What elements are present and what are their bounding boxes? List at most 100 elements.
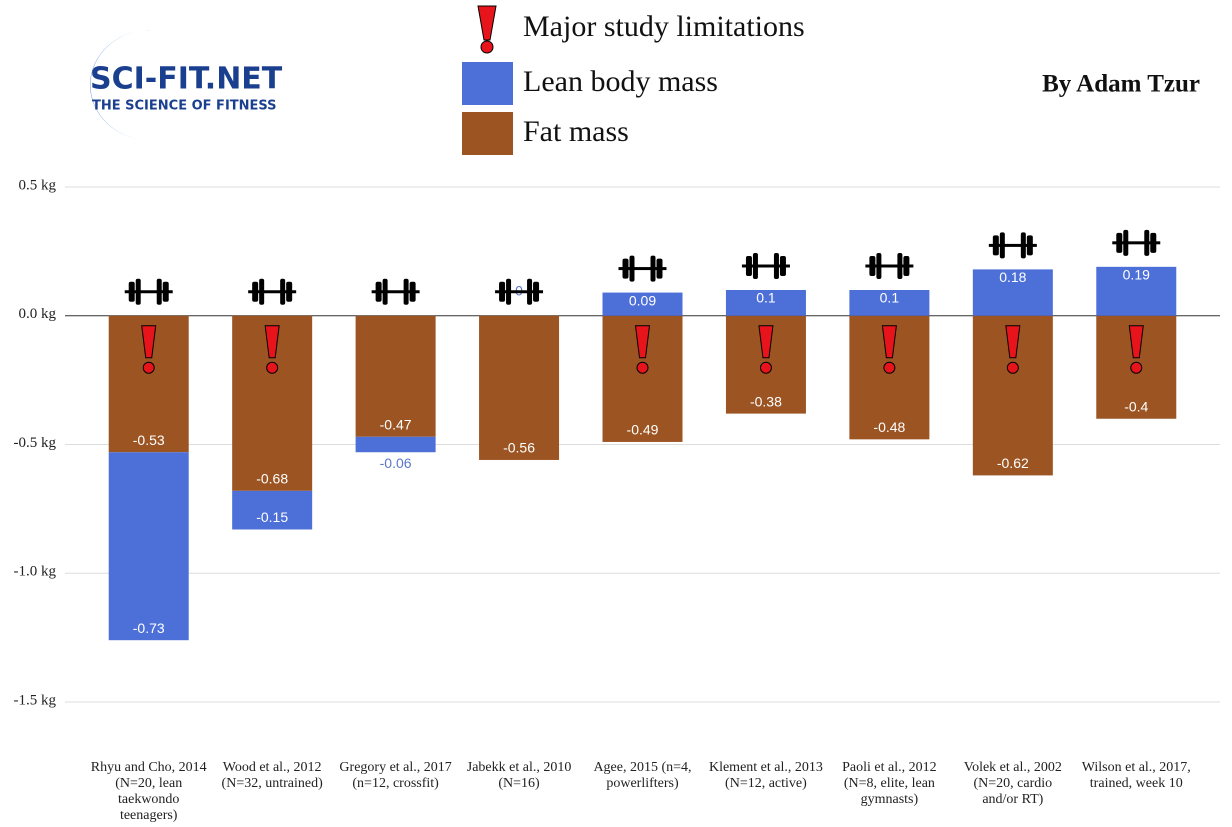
- y-tick-label: 0.0 kg: [19, 306, 57, 322]
- value-label: -0.49: [627, 422, 659, 438]
- value-label: -0.47: [380, 416, 412, 432]
- limitation-icon: [1130, 361, 1143, 374]
- x-tick-label: Klement et al., 2013 (N=12, active): [708, 760, 823, 791]
- barbell-icon: [1144, 229, 1150, 256]
- barbell-icon: [903, 256, 910, 276]
- barbell-icon: [622, 258, 629, 279]
- barbell-icon: [1020, 232, 1026, 259]
- legend-label: Lean body mass: [523, 65, 718, 98]
- barbell-icon: [128, 281, 135, 302]
- barbell-icon: [752, 253, 758, 279]
- bar: [972, 269, 1053, 316]
- barbell-icon: [409, 281, 416, 302]
- limitation-icon: [264, 325, 280, 359]
- barbell-icon: [495, 290, 544, 294]
- legend-icon: [477, 5, 497, 41]
- x-tick-label: Jabekk et al., 2010 (N=16): [466, 760, 572, 791]
- value-label: 0.09: [629, 292, 656, 308]
- barbell-icon: [403, 278, 409, 305]
- value-label: 0.1: [756, 290, 776, 306]
- bar: [849, 290, 930, 316]
- bar: [355, 315, 436, 437]
- barbell-icon: [135, 278, 141, 305]
- x-tick-label: Wood et al., 2012 (N=32, untrained): [221, 760, 323, 791]
- limitation-icon: [636, 361, 649, 374]
- barbell-icon: [897, 253, 903, 279]
- limitation-icon: [758, 325, 774, 359]
- barbell-icon: [773, 253, 779, 279]
- barbell-icon: [286, 281, 293, 302]
- barbell-icon: [1123, 229, 1129, 256]
- limitation-icon: [1128, 325, 1144, 359]
- barbell-icon: [745, 256, 752, 276]
- barbell-icon: [280, 278, 286, 305]
- value-label: -0.48: [873, 419, 905, 435]
- value-label: -0.68: [256, 471, 288, 487]
- barbell-icon: [156, 278, 162, 305]
- barbell-icon: [259, 278, 265, 305]
- value-label: -0.4: [1124, 398, 1148, 414]
- barbell-icon: [1112, 241, 1161, 245]
- limitation-icon: [759, 361, 772, 374]
- logo: SCI-FIT.NET THE SCIENCE OF FITNESS: [90, 30, 283, 140]
- legend-label: Major study limitations: [523, 10, 805, 43]
- x-tick-label: Wilson et al., 2017, trained, week 10: [1081, 760, 1191, 791]
- barbell-icon: [527, 278, 533, 305]
- bar: [108, 452, 189, 641]
- value-label: -0.06: [380, 455, 412, 471]
- barbell-icon: [869, 256, 876, 276]
- x-tick-label: Gregory et al., 2017 (n=12, crossfit): [339, 760, 452, 791]
- barbell-icon: [741, 264, 790, 268]
- bar: [232, 490, 313, 530]
- barbell-icon: [248, 290, 297, 294]
- barbell-icon: [371, 290, 420, 294]
- barbell-icon: [988, 243, 1037, 247]
- barbell-icon: [252, 281, 259, 302]
- barbell-icon: [124, 290, 173, 294]
- bar: [725, 290, 806, 316]
- limitation-icon: [1006, 361, 1019, 374]
- legend-swatch: [462, 112, 513, 155]
- value-label: 0.1: [880, 290, 900, 306]
- limitation-icon: [142, 361, 155, 374]
- limitation-icon: [1005, 325, 1021, 359]
- barbell-icon: [865, 264, 914, 268]
- barbell-icon: [1026, 235, 1033, 256]
- limitation-icon: [634, 325, 651, 359]
- barbell-icon: [779, 256, 786, 276]
- y-tick-label: -0.5 kg: [14, 435, 57, 451]
- bar: [1096, 266, 1177, 316]
- x-tick-label: Paoli et al., 2012 (N=8, elite, lean gym…: [842, 760, 937, 807]
- legend-label: Fat mass: [523, 115, 629, 148]
- value-label: 0.18: [999, 269, 1026, 285]
- bar: [479, 315, 560, 460]
- x-tick-label: Volek et al., 2002 (N=20, cardio and/or …: [963, 760, 1062, 807]
- value-label: -0.62: [997, 455, 1029, 471]
- barbell-icon: [618, 267, 667, 271]
- barbell-icon: [650, 255, 656, 282]
- limitation-icon: [881, 325, 897, 359]
- value-label: -0.53: [133, 432, 165, 448]
- barbell-icon: [999, 232, 1005, 259]
- barbell-icon: [656, 258, 663, 279]
- barbell-icon: [1116, 232, 1123, 253]
- y-tick-label: 0.5 kg: [19, 177, 57, 193]
- bar: [355, 436, 436, 453]
- value-label: -0.38: [750, 393, 782, 409]
- value-label: -0.56: [503, 440, 535, 456]
- barbell-icon: [499, 281, 506, 302]
- value-label: -0.73: [133, 620, 165, 636]
- barbell-icon: [1150, 232, 1157, 253]
- barbell-icon: [382, 278, 388, 305]
- limitation-icon: [266, 361, 279, 374]
- logo-text: SCI-FIT.NET: [90, 62, 283, 97]
- author: By Adam Tzur: [1042, 71, 1200, 98]
- barbell-icon: [375, 281, 382, 302]
- x-tick-label: Rhyu and Cho, 2014 (N=20, lean taekwondo…: [90, 760, 207, 823]
- barbell-icon: [162, 281, 169, 302]
- barbell-icon: [629, 255, 635, 282]
- value-label: -0.15: [256, 509, 288, 525]
- barbell-icon: [876, 253, 882, 279]
